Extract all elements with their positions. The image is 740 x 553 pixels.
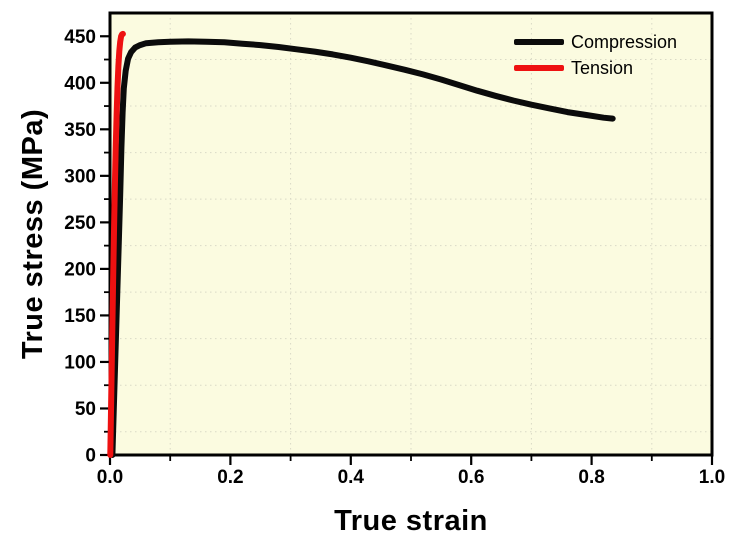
y-tick-label: 0 [85,446,96,467]
compression-line-swatch [514,39,564,45]
x-tick-label: 0.6 [458,467,484,488]
compression-curve [109,38,616,458]
x-tick-label: 1.0 [699,467,725,488]
legend-item-compression: Compression [514,29,677,55]
y-tick-label: 50 [75,399,96,420]
y-tick-label: 200 [64,260,96,281]
tension-line-swatch [514,65,564,71]
y-tick-label: 250 [64,213,96,234]
y-tick-label: 450 [64,27,96,48]
legend: Compression Tension [514,29,677,81]
y-tick-label: 300 [64,166,96,187]
x-tick-label: 0.4 [338,467,365,488]
x-tick-label: 0.0 [97,467,123,488]
legend-item-tension: Tension [514,55,677,81]
y-tick-label: 100 [64,353,96,374]
y-axis-title: True stress (MPa) [17,108,49,360]
y-tick-label: 400 [64,73,96,94]
axis-ticks [100,35,714,465]
tension-curve [107,30,126,458]
legend-label-compression: Compression [571,31,678,52]
minor-gridlines [110,13,712,455]
plot-frame [108,11,714,457]
x-tick-label: 0.2 [217,467,243,488]
data-series [107,30,616,458]
x-tick-label: 0.8 [578,467,604,488]
legend-label-tension: Tension [571,57,634,78]
x-axis-title: True strain [334,505,488,537]
y-tick-label: 350 [64,120,96,141]
y-tick-label: 150 [64,306,96,327]
